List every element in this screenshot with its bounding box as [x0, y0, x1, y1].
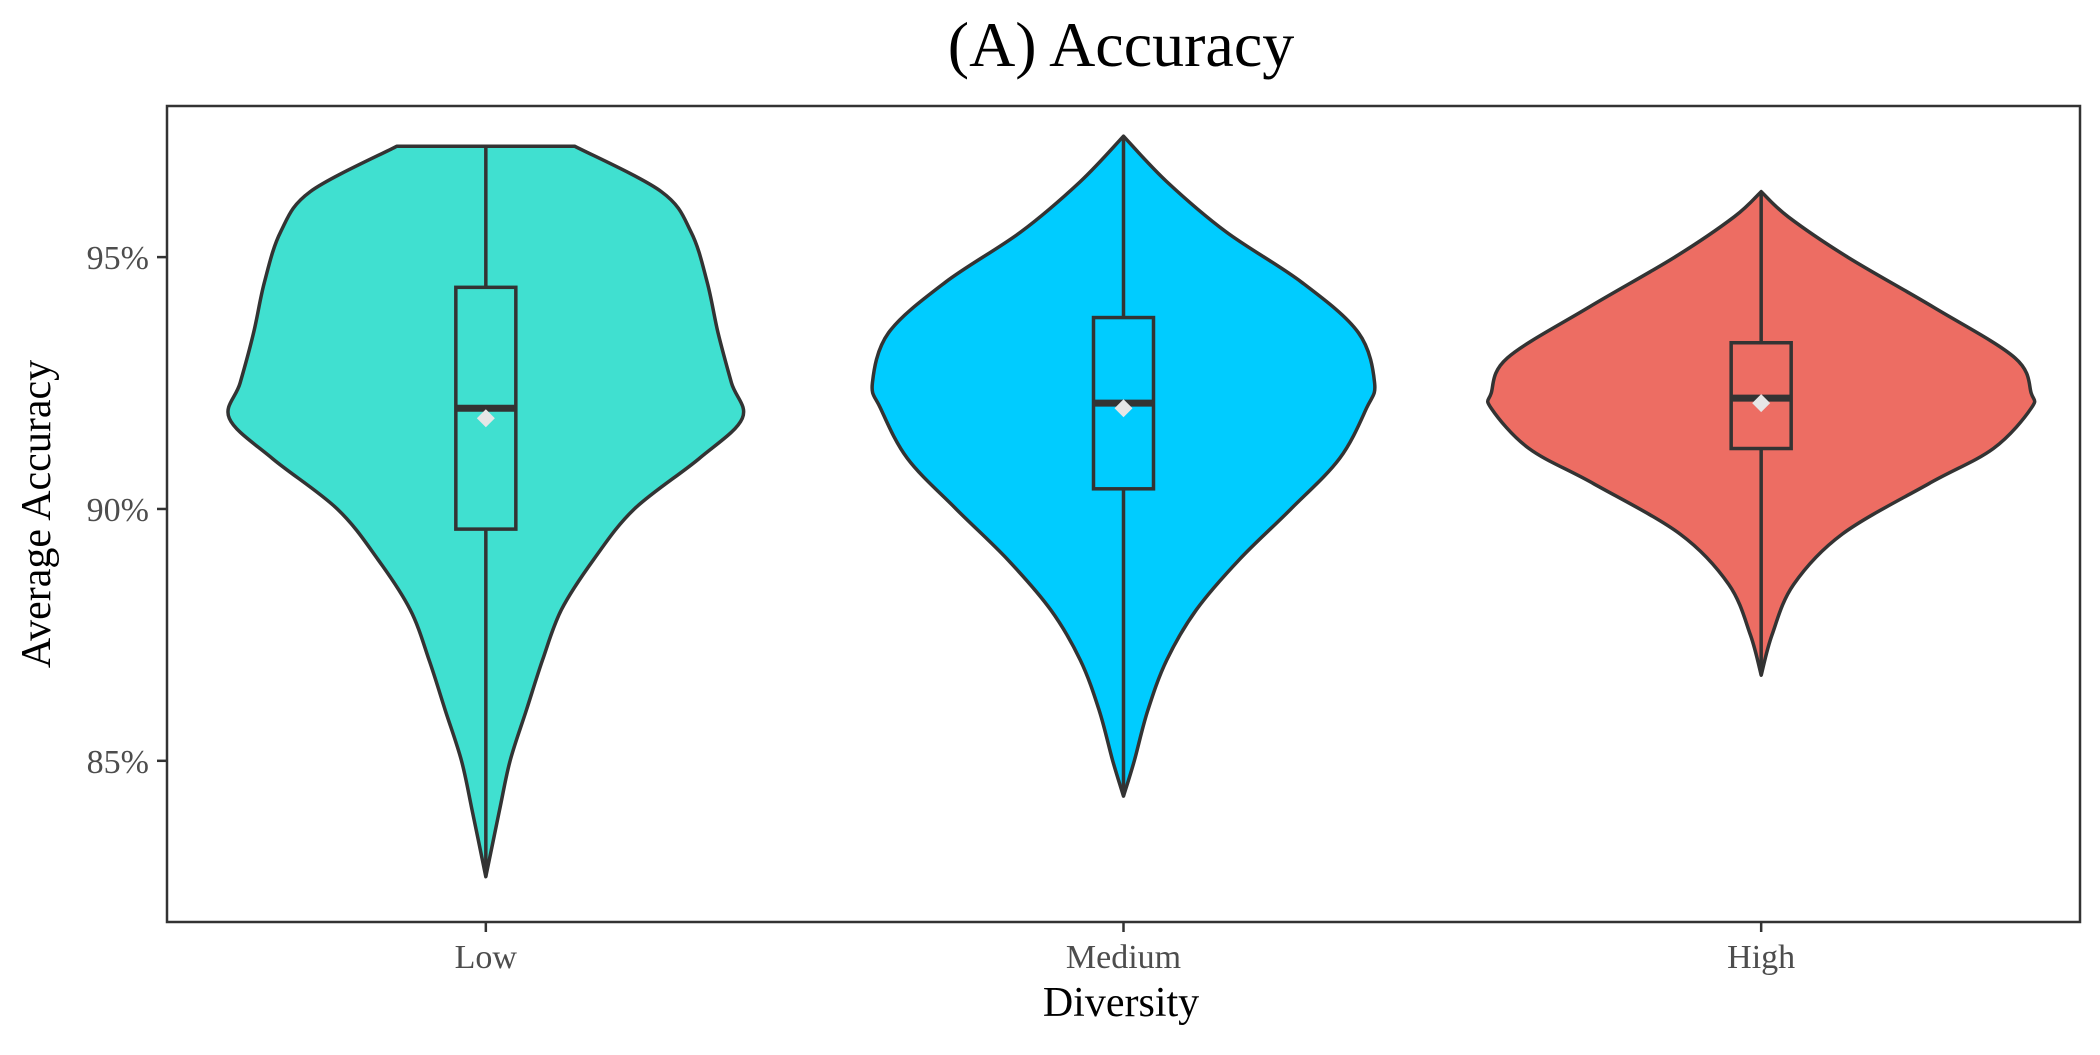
violin-group-high — [1485, 189, 2037, 677]
x-tick-label-medium: Medium — [1066, 939, 1181, 976]
violin-group-medium — [870, 134, 1377, 798]
y-tick-label-85: 85% — [87, 744, 149, 781]
x-axis-title: Diversity — [1043, 980, 1199, 1026]
axes: Low Medium High 85% 90% 95% — [87, 240, 1795, 976]
mean-marker-medium — [1114, 399, 1133, 418]
y-tick-label-95: 95% — [87, 240, 149, 277]
x-tick-label-low: Low — [455, 939, 518, 976]
y-tick-label-90: 90% — [87, 492, 149, 529]
mean-marker-high — [1752, 394, 1771, 413]
chart-title: (A) Accuracy — [948, 9, 1294, 80]
violin-group-low — [226, 144, 746, 879]
plot-area — [226, 134, 2037, 879]
mean-marker-low — [476, 409, 495, 428]
x-tick-label-high: High — [1727, 939, 1795, 976]
y-axis-title: Average Accuracy — [14, 360, 60, 668]
